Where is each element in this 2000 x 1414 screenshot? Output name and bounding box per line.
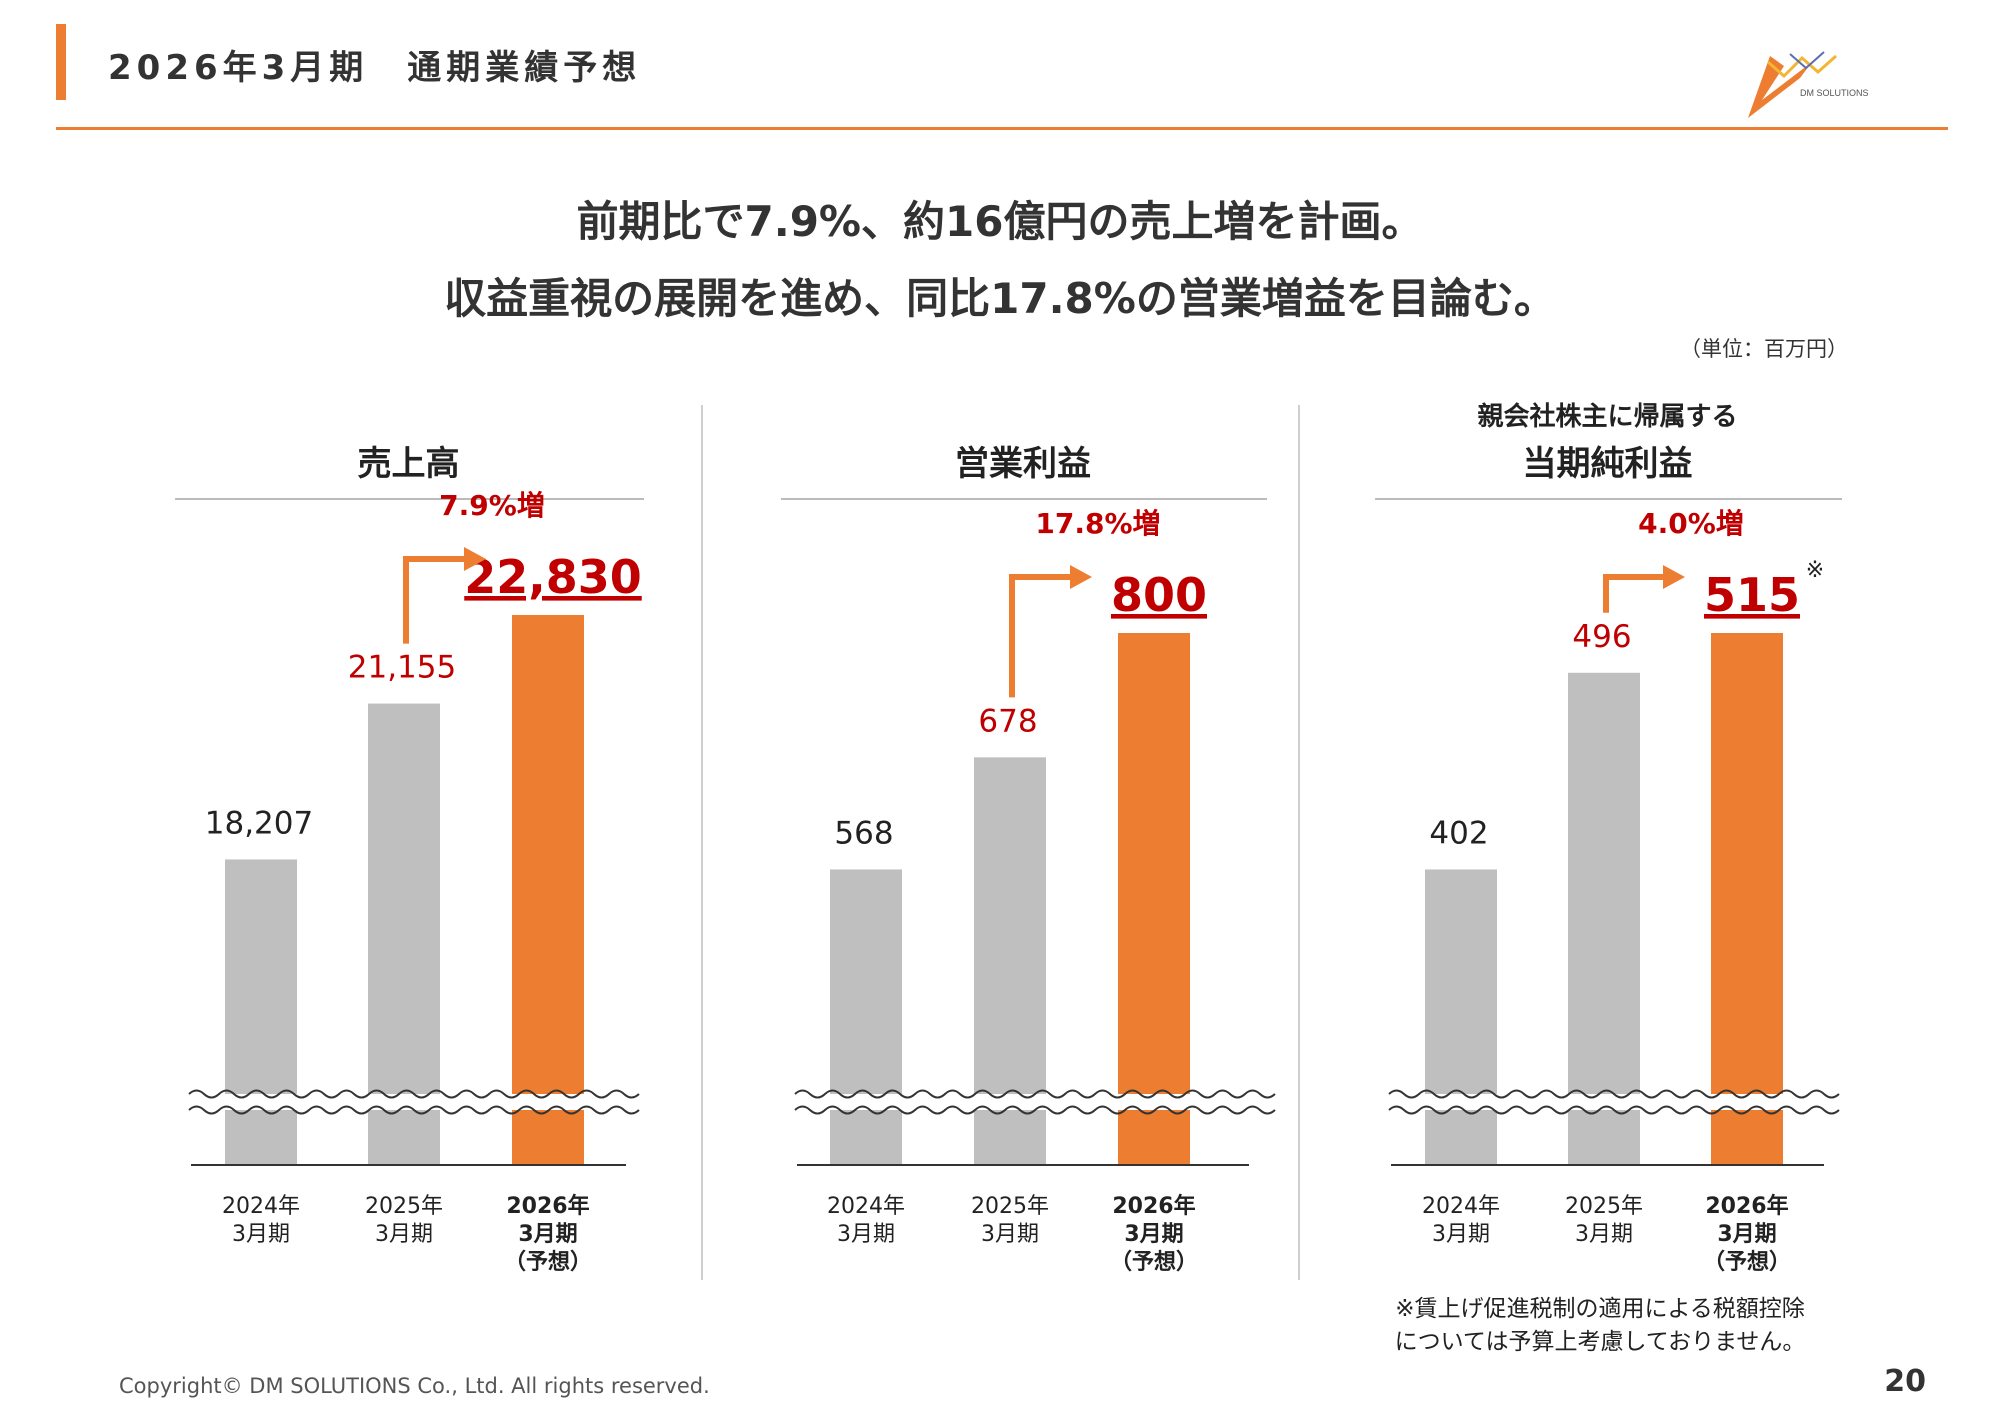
category-label: 2026年 (1112, 1193, 1195, 1219)
panel-separator (701, 405, 703, 1280)
panel-title-line-1: 親会社株主に帰属する (1477, 401, 1737, 432)
growth-label: 17.8%増 (1035, 507, 1160, 540)
category-label: 2026年 (1705, 1193, 1788, 1219)
logo-mark (1748, 56, 1812, 118)
axis-break-gap (1387, 1094, 1828, 1110)
category-label: 2025年 (971, 1194, 1049, 1219)
bar (830, 869, 902, 1165)
growth-arrow-head (464, 547, 486, 571)
axis-break-wave (1388, 1105, 1840, 1115)
value-label: 496 (1572, 619, 1631, 655)
category-label: （予想） (1703, 1250, 1791, 1275)
value-label-forecast: 22,830 (464, 550, 642, 604)
value-label: 568 (834, 815, 893, 851)
bar (512, 615, 584, 1165)
growth-label: 7.9%増 (439, 489, 545, 522)
bar (225, 859, 297, 1165)
value-label: 678 (978, 703, 1037, 739)
bar (368, 703, 440, 1165)
logo-text: DM SOLUTIONS (1800, 88, 1869, 98)
bar (1711, 633, 1783, 1165)
page-number: 20 (1884, 1364, 1926, 1399)
axis-break-wave (188, 1105, 640, 1115)
category-label: 3月期 (1432, 1222, 1490, 1247)
axis-break-wave (794, 1089, 1276, 1099)
value-label-forecast: 800 (1111, 568, 1207, 622)
growth-arrow (1009, 574, 1074, 698)
headline-line-1: 前期比で7.9%、約16億円の売上増を計画。 (576, 197, 1424, 246)
category-label: 3月期 (518, 1222, 577, 1247)
category-label: 3月期 (837, 1222, 895, 1247)
panel-title: 売上高 (358, 444, 460, 484)
category-label: 3月期 (1717, 1222, 1776, 1247)
value-label: 402 (1429, 815, 1488, 851)
bar (1118, 633, 1190, 1165)
panel-title: 当期純利益 (1523, 444, 1693, 484)
logo-swoosh (1767, 54, 1837, 79)
axis-break-wave (188, 1089, 640, 1099)
value-label-forecast: 515 (1704, 568, 1800, 622)
category-label: 3月期 (1124, 1222, 1183, 1247)
category-label: 3月期 (981, 1222, 1039, 1247)
category-label: （予想） (1110, 1250, 1198, 1275)
page-title: 2026年3月期 通期業績予想 (108, 48, 642, 88)
category-label: 2024年 (222, 1194, 300, 1219)
bar (1425, 869, 1497, 1165)
axis-break-gap (187, 1094, 630, 1110)
value-label: 18,207 (205, 805, 313, 841)
bar (1568, 672, 1640, 1165)
company-logo: DM SOLUTIONS (1748, 51, 1869, 118)
panel-separator (1298, 405, 1300, 1280)
unit-label: （単位：百万円） (1680, 337, 1848, 361)
footnote-mark: ※ (1806, 558, 1824, 583)
category-label: 2026年 (506, 1193, 589, 1219)
growth-arrow-head (1663, 565, 1685, 589)
logo-swoosh-2 (1789, 51, 1825, 70)
category-label: 3月期 (1575, 1222, 1633, 1247)
category-label: 2025年 (365, 1194, 443, 1219)
axis-break-wave (794, 1105, 1276, 1115)
growth-label: 4.0%増 (1638, 507, 1744, 540)
growth-arrow (403, 556, 468, 644)
copyright: Copyright© DM SOLUTIONS Co., Ltd. All ri… (119, 1374, 710, 1398)
header-divider (56, 127, 1948, 130)
footnote: ※賃上げ促進税制の適用による税額控除 については予算上考慮しておりません。 (1360, 1293, 1840, 1359)
value-label: 21,155 (348, 650, 456, 686)
category-label: 3月期 (232, 1222, 290, 1247)
category-label: 2024年 (827, 1194, 905, 1219)
category-label: （予想） (504, 1250, 592, 1275)
panel-title: 営業利益 (955, 444, 1091, 484)
growth-arrow (1603, 574, 1667, 613)
category-label: 2024年 (1422, 1194, 1500, 1219)
category-label: 3月期 (375, 1222, 433, 1247)
category-label: 2025年 (1565, 1194, 1643, 1219)
title-accent-bar (56, 24, 66, 100)
growth-arrow-head (1070, 565, 1092, 589)
axis-break-wave (1388, 1089, 1840, 1099)
footnote-line-1: ※賃上げ促進税制の適用による税額控除 (1395, 1296, 1805, 1322)
headline-line-2: 収益重視の展開を進め、同比17.8%の営業増益を目論む。 (444, 274, 1556, 323)
footnote-line-2: については予算上考慮しておりません。 (1394, 1329, 1806, 1355)
